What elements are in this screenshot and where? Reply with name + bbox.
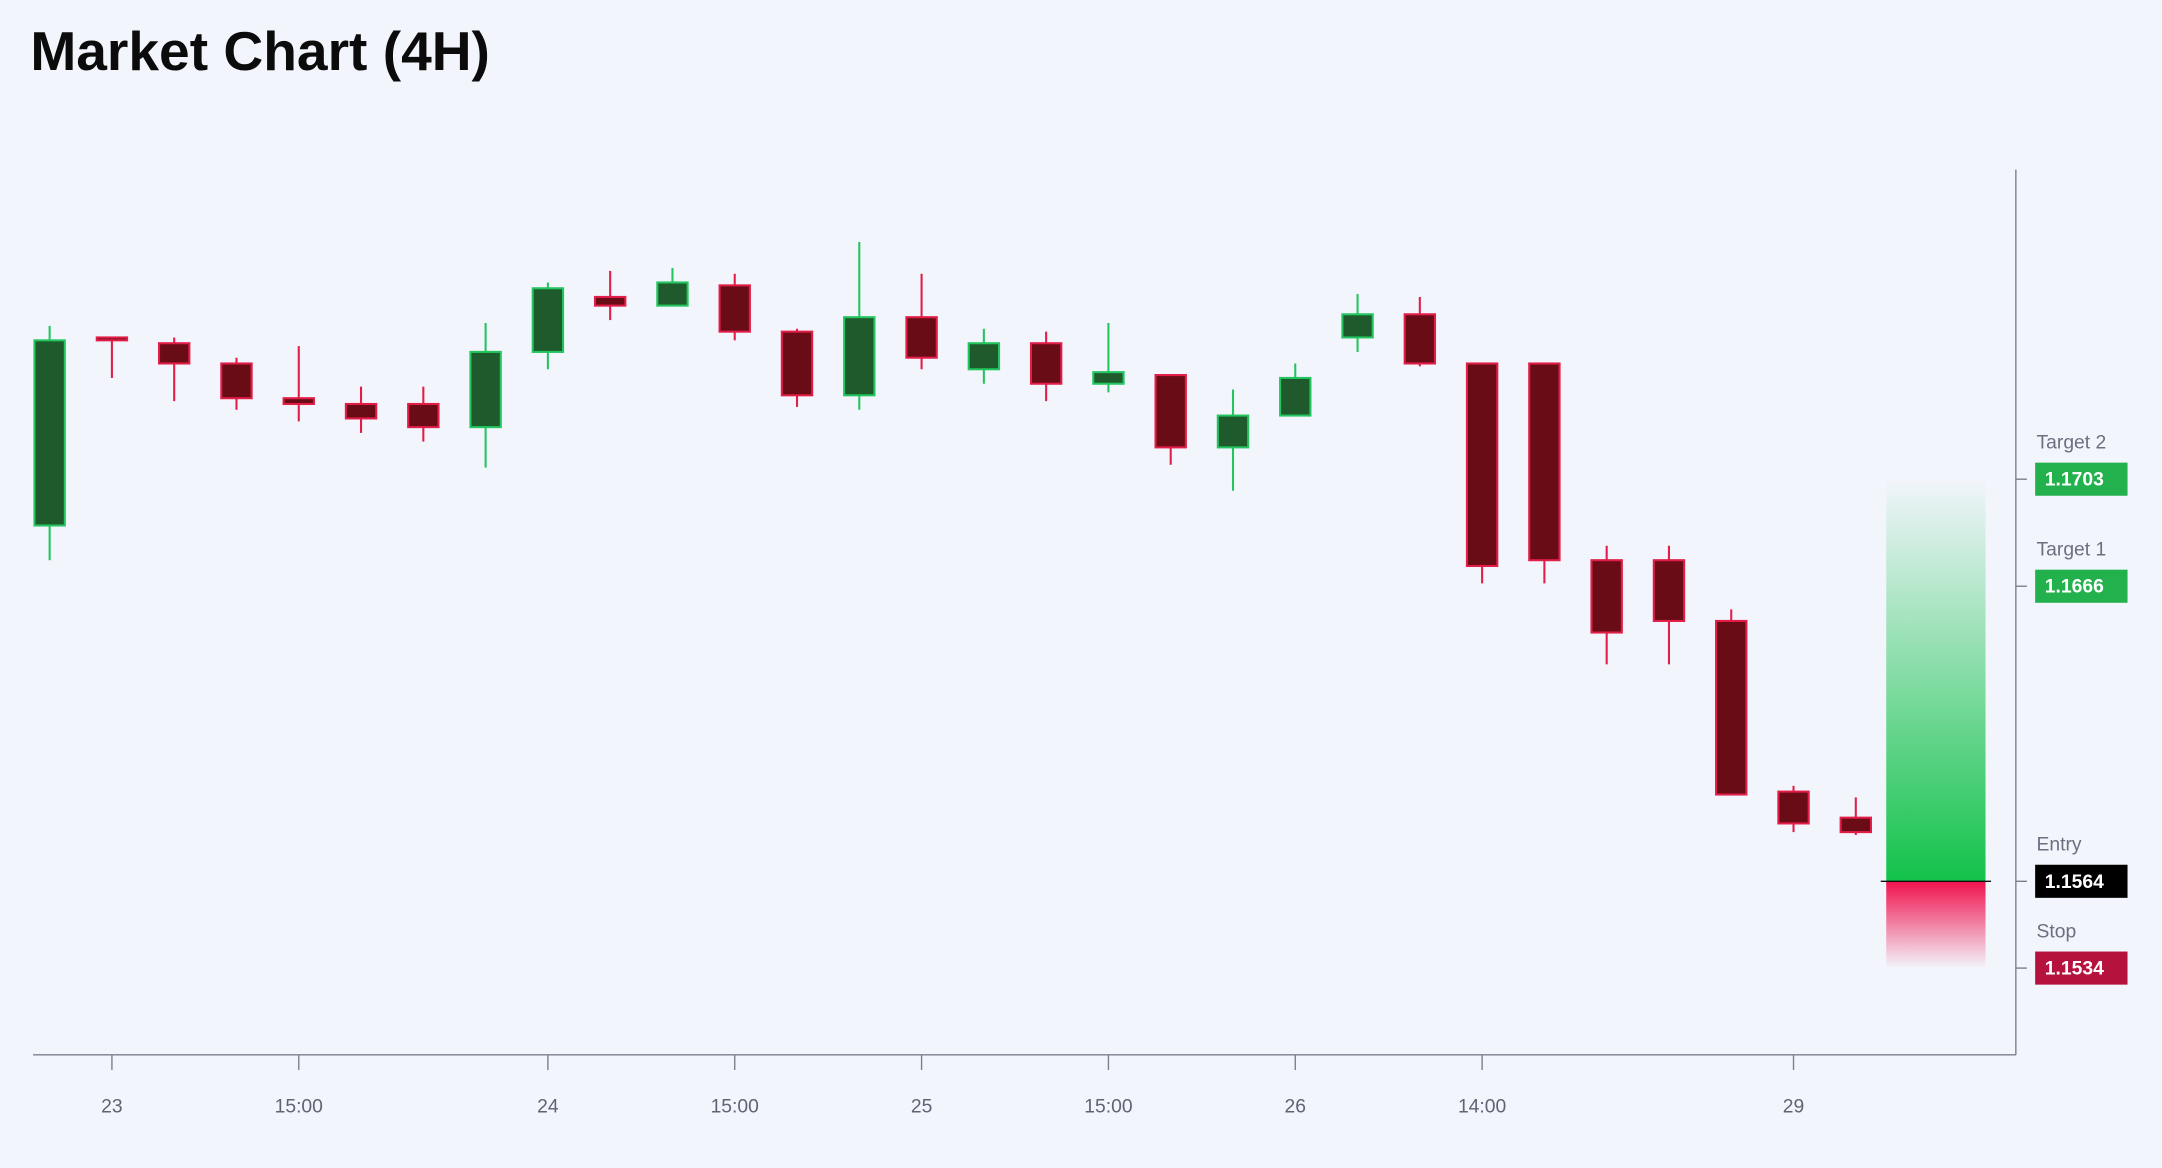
x-tick-label: 15:00 <box>1084 1096 1132 1117</box>
x-tick-label: 26 <box>1285 1096 1306 1117</box>
level-name: Stop <box>2037 921 2077 942</box>
level-value: 1.1534 <box>2045 959 2104 980</box>
candle-body <box>469 350 502 429</box>
level-box <box>2035 951 2128 985</box>
x-tick-label: 15:00 <box>711 1096 759 1117</box>
candle-body <box>220 362 253 400</box>
candle-body <box>843 316 876 397</box>
chart-title: Market Chart (4H) <box>30 20 490 82</box>
candle-body <box>1777 790 1810 825</box>
candle-body <box>33 339 66 527</box>
candle-body <box>157 342 191 365</box>
x-tick-label: 24 <box>537 1096 559 1117</box>
level-name: Entry <box>2037 835 2082 856</box>
profit-zone <box>1886 479 1986 882</box>
candle-body <box>407 402 440 429</box>
candle-body <box>282 397 315 406</box>
candle-body <box>1279 376 1312 417</box>
level-value: 1.1666 <box>2045 577 2104 598</box>
candle-body <box>1403 313 1437 365</box>
candle-body <box>531 287 565 353</box>
candle-body <box>1590 559 1623 634</box>
candle-body <box>718 284 751 333</box>
loss-zone <box>1886 881 1986 969</box>
x-tick-label: 23 <box>101 1096 122 1117</box>
candle-body <box>780 330 814 397</box>
candle-body <box>1465 362 1499 568</box>
level-box <box>2035 569 2128 603</box>
level-box <box>2035 462 2128 496</box>
candle-body <box>1652 559 1686 622</box>
x-tick-label: 29 <box>1783 1096 1804 1117</box>
candle-body <box>1715 619 1748 796</box>
candle-body <box>344 402 378 420</box>
x-tick-label: 25 <box>911 1096 932 1117</box>
candle-body <box>1839 816 1873 834</box>
candle-body <box>905 316 938 359</box>
candle-body <box>1092 371 1125 385</box>
candle-body <box>1341 313 1374 339</box>
candle-body <box>1216 414 1250 449</box>
candle-body <box>656 281 689 307</box>
x-tick-label: 14:00 <box>1458 1096 1506 1117</box>
level-value: 1.1564 <box>2045 872 2104 893</box>
level-name: Target 2 <box>2037 432 2107 453</box>
x-tick-label: 15:00 <box>275 1096 323 1117</box>
candle-body <box>1029 342 1063 385</box>
candle-body <box>967 342 1001 371</box>
candle-body <box>95 336 129 342</box>
level-box <box>2035 864 2128 898</box>
candle-body <box>1154 374 1187 449</box>
candle-body <box>1528 362 1561 562</box>
level-value: 1.1703 <box>2045 470 2104 491</box>
candle-body <box>593 295 627 307</box>
level-name: Target 1 <box>2037 539 2107 560</box>
